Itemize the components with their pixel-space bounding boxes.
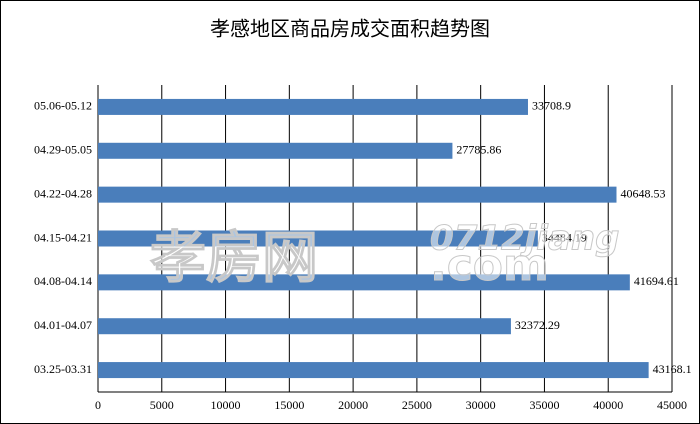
bar	[98, 186, 617, 203]
data-label: 43168.1	[653, 362, 692, 376]
y-tick-label: 04.01-04.07	[34, 318, 92, 332]
y-tick-label: 04.15-04.21	[34, 230, 92, 244]
x-tick-label: 25000	[402, 398, 432, 412]
x-tick-label: 35000	[529, 398, 559, 412]
data-label: 40648.53	[620, 186, 665, 200]
x-tick-label: 0	[95, 398, 101, 412]
bar	[98, 274, 630, 291]
bar	[98, 362, 649, 379]
x-tick-label: 5000	[150, 398, 174, 412]
y-tick-label: 05.06-05.12	[34, 99, 92, 113]
x-tick-label: 45000	[657, 398, 687, 412]
data-label: 41694.61	[634, 274, 679, 288]
bar	[98, 142, 453, 159]
data-label: 27785.86	[456, 143, 501, 157]
x-tick-label: 30000	[466, 398, 496, 412]
watermark-text: 孝房网	[150, 226, 318, 291]
bar	[98, 230, 538, 247]
y-tick-label: 04.22-04.28	[34, 186, 92, 200]
data-label: 32372.29	[515, 318, 560, 332]
data-label: 33708.9	[532, 99, 571, 113]
y-tick-label: 03.25-03.31	[34, 362, 92, 376]
x-tick-label: 40000	[593, 398, 623, 412]
data-label: 34484.19	[542, 230, 587, 244]
plot: 0 5000 10000 15000 20000 25000 30000 35000 40000…	[34, 85, 692, 412]
watermark: 孝房网 0712jiang .com	[150, 218, 620, 292]
x-tick-label: 10000	[211, 398, 241, 412]
bar	[98, 318, 511, 335]
bar	[98, 98, 528, 115]
x-tick-label: 15000	[274, 398, 304, 412]
watermark-text: .com	[430, 240, 549, 291]
chart-title: 孝感地区商品房成交面积趋势图	[210, 17, 490, 41]
y-tick-label: 04.08-04.14	[34, 274, 92, 288]
y-tick-label: 04.29-05.05	[34, 143, 92, 157]
watermark-text: 0712jiang	[430, 219, 619, 259]
x-tick-label: 20000	[338, 398, 368, 412]
